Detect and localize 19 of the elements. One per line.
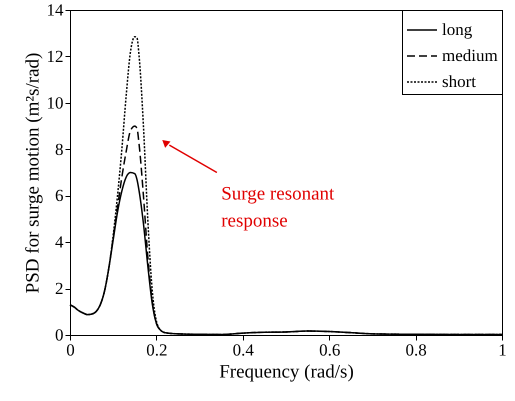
x-axis-title: Frequency (rad/s) <box>219 362 354 382</box>
x-tick-label: 0.8 <box>405 340 427 360</box>
legend-label: long <box>442 20 473 39</box>
x-tick-label: 0.4 <box>232 340 254 360</box>
legend-label: medium <box>442 46 498 65</box>
y-tick-label: 6 <box>55 186 64 206</box>
y-tick-label: 0 <box>55 326 64 344</box>
x-tick-label: 0.6 <box>319 340 340 360</box>
y-tick-label: 2 <box>55 279 64 298</box>
y-tick-label: 12 <box>46 46 64 66</box>
y-tick-label: 8 <box>55 140 64 159</box>
y-tick-label: 10 <box>46 93 64 112</box>
legend-label: short <box>442 72 476 91</box>
x-tick-label: 0.2 <box>146 340 168 360</box>
y-axis-title: PSD for surge motion (m²s/rad) <box>22 52 44 294</box>
y-tick-label: 14 <box>46 0 64 20</box>
annotation: Surge resonant response <box>221 183 336 232</box>
y-tick-label: 4 <box>55 232 64 252</box>
x-tick-label: 1 <box>498 340 507 360</box>
